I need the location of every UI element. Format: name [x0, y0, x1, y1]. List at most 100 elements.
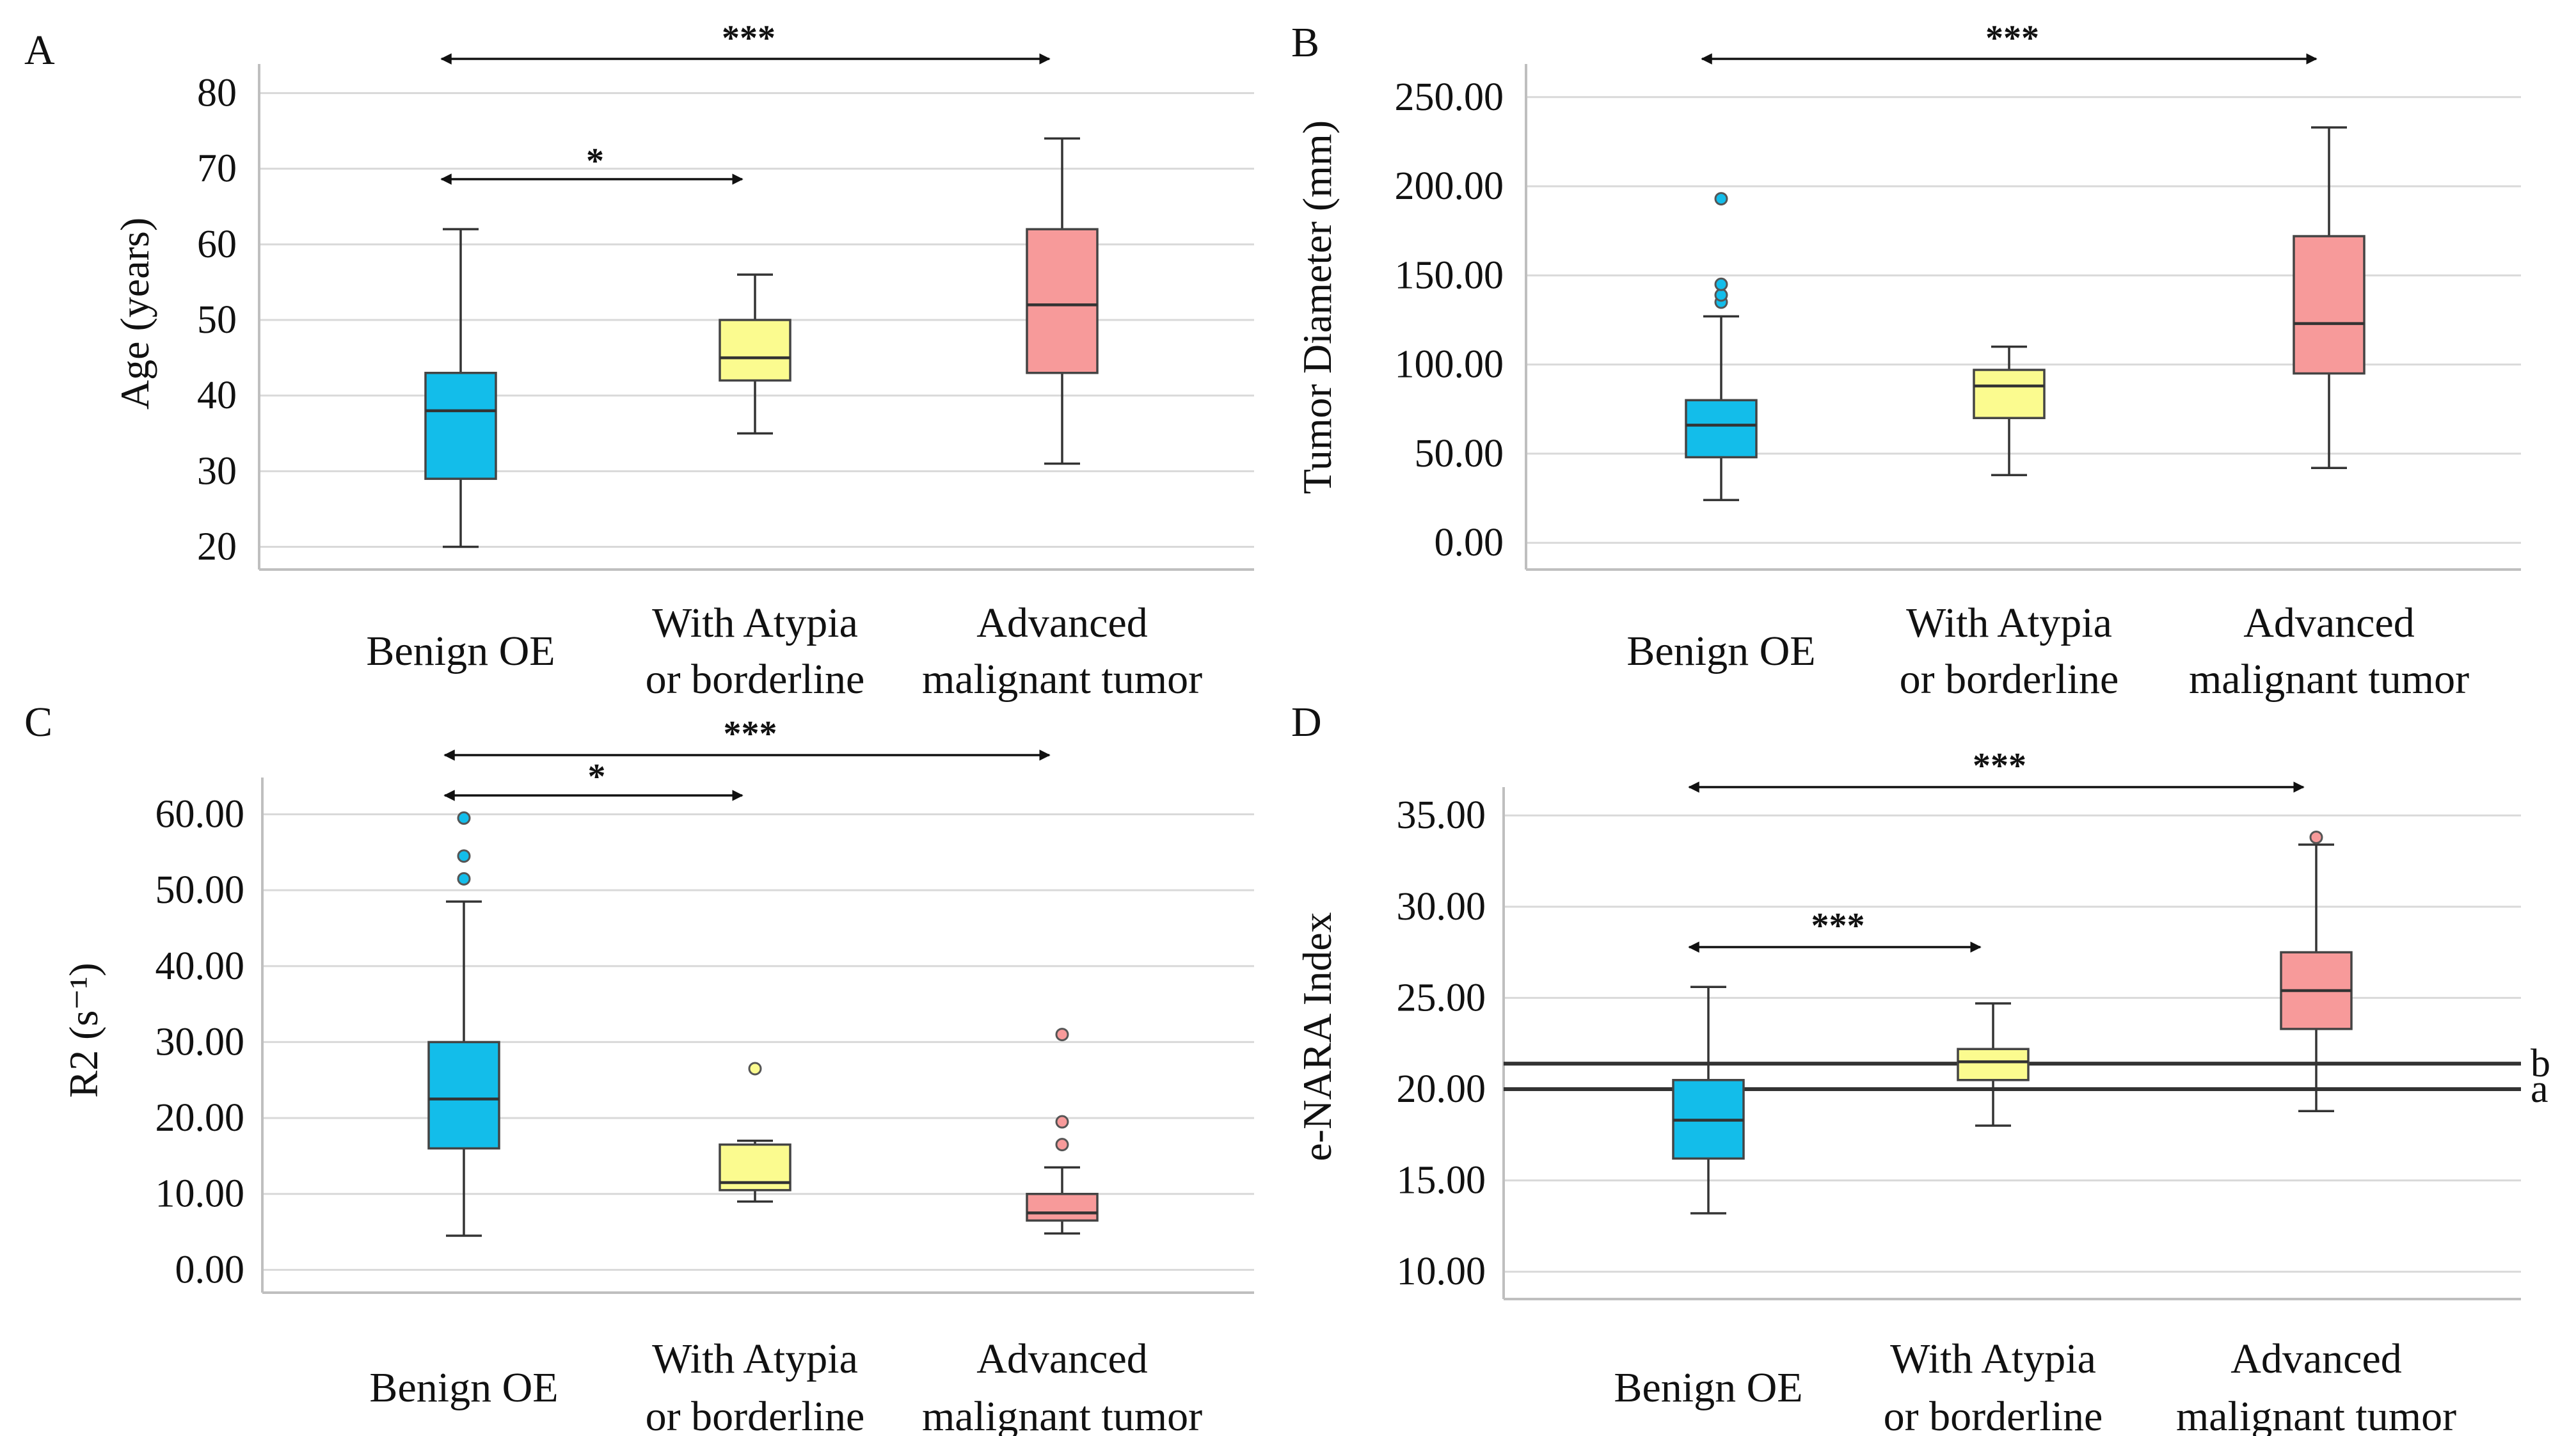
box-iqr [1957, 1048, 2030, 1081]
outlier-point [457, 872, 471, 886]
panel-b-box-1 [1685, 192, 1758, 502]
panel-c-y-axis-label: R2 (s⁻¹) [61, 962, 106, 1097]
panel-b-category-label-line1: With Atypia [1906, 600, 2112, 646]
panel-b-y-tick-label: 250.00 [1395, 76, 1504, 119]
panel-b-y-tick-label: 0.00 [1435, 521, 1504, 564]
panel-a-significance-label: * [586, 141, 604, 181]
panel-c-box-2 [719, 1062, 791, 1203]
box-iqr [719, 319, 791, 382]
panel-a-box-2 [719, 273, 791, 435]
panel-d-y-tick-label: 30.00 [1397, 885, 1486, 929]
panel-a-category-label-line1: Advanced [976, 600, 1148, 646]
panel-a-y-tick-label: 60 [197, 223, 237, 266]
panel-a-category-label-line2: or borderline [646, 656, 865, 703]
panel-c-category-label-line2: malignant tumor [922, 1393, 1202, 1436]
box-iqr [1685, 399, 1758, 459]
outlier-point [457, 849, 471, 863]
panel-c-category-label: Benign OE [369, 1364, 558, 1411]
panel-c-plot: 0.00 10.00 20.00 30.00 40.00 50.00 60.00 Benign… [155, 714, 1254, 1436]
panel-a-category-label: Benign OE [366, 628, 555, 674]
panel-d-box-2 [1957, 1002, 2030, 1127]
box-iqr [1026, 1192, 1099, 1222]
panel-a-y-tick-label: 30 [197, 449, 237, 493]
panel-d-box-1 [1672, 985, 1745, 1215]
panel-d: D e-NARA Index 10.00 15.00 20.00 25.00 30.00… [1291, 699, 2550, 1436]
panel-b-box-2 [1973, 346, 2046, 477]
panel-b-box-3 [2293, 126, 2365, 469]
panel-d-letter: D [1291, 699, 1322, 746]
panel-d-category-label-line2: or borderline [1884, 1393, 2103, 1436]
panel-a-y-tick-label: 70 [197, 147, 237, 191]
panel-b-significance-label: *** [1985, 19, 2039, 58]
panel-a-letter: A [24, 27, 55, 74]
box-iqr [424, 371, 497, 480]
outlier-point [1714, 277, 1728, 291]
panel-c-y-tick-label: 30.00 [155, 1020, 245, 1064]
panel-d-significance-label: *** [1973, 746, 2026, 786]
panel-b-y-axis-label: Tumor Diameter (mm) [1294, 120, 1340, 494]
panel-c-letter: C [24, 699, 52, 746]
outlier-point [1055, 1115, 1069, 1129]
outlier-point [748, 1062, 762, 1076]
outlier-point [1055, 1028, 1069, 1042]
panel-a-y-tick-label: 40 [197, 374, 237, 417]
panel-c-category-label-line1: Advanced [976, 1336, 1148, 1382]
panel-d-y-tick-label: 20.00 [1397, 1067, 1486, 1111]
outlier-point [457, 811, 471, 825]
panel-a-box-1 [424, 228, 497, 548]
panel-b-category-label-line2: or borderline [1900, 656, 2119, 703]
panel-c-y-tick-label: 10.00 [155, 1172, 245, 1216]
panel-c-category-label-line2: or borderline [646, 1393, 865, 1436]
panel-c-box-1 [427, 811, 500, 1237]
panel-d-category-label: Benign OE [1614, 1364, 1802, 1411]
panel-d-category-label-line1: With Atypia [1890, 1336, 2096, 1382]
panel-d-plot: 10.00 15.00 20.00 25.00 30.00 35.00 ba Benign O… [1397, 746, 2551, 1436]
panel-b-category-label: Benign OE [1626, 628, 1815, 674]
box-iqr [1026, 228, 1099, 374]
panel-d-y-tick-label: 35.00 [1397, 794, 1486, 837]
panel-a-box-3 [1026, 137, 1099, 465]
panel-b-category-label-line1: Advanced [2243, 600, 2415, 646]
panel-a: A Age (years) 20 30 40 50 60 70 80 Benign OE Wit… [24, 19, 1254, 703]
panel-c-significance-label: *** [724, 714, 777, 754]
outlier-point [1055, 1138, 1069, 1152]
panel-b-letter: B [1291, 19, 1319, 66]
panel-b-y-tick-label: 50.00 [1415, 432, 1504, 475]
panel-b-y-tick-label: 100.00 [1395, 343, 1504, 387]
panel-c-y-tick-label: 0.00 [175, 1248, 245, 1291]
panel-c-box-3 [1026, 1028, 1099, 1235]
panel-d-reference-label-a: a [2531, 1067, 2548, 1111]
panel-c-y-tick-label: 20.00 [155, 1096, 245, 1140]
panel-b-category-label-line2: malignant tumor [2189, 656, 2469, 703]
panel-a-y-tick-label: 80 [197, 71, 237, 115]
outlier-point [1714, 192, 1728, 206]
panel-c-y-tick-label: 40.00 [155, 945, 245, 988]
panel-c-y-tick-label: 60.00 [155, 792, 245, 836]
panel-c-significance-label: * [588, 757, 606, 797]
panel-d-box-3 [2280, 830, 2353, 1112]
box-iqr [2293, 235, 2365, 375]
panel-b: B Tumor Diameter (mm) 0.00 50.00 100.00 150… [1291, 19, 2521, 703]
panel-b-y-tick-label: 200.00 [1395, 164, 1504, 208]
panel-a-category-label-line1: With Atypia [652, 600, 858, 646]
panel-a-plot: 20 30 40 50 60 70 80 Benign OE With Atypia or bor… [197, 19, 1254, 703]
panel-a-y-axis-label: Age (years) [112, 218, 157, 410]
panel-d-y-tick-label: 15.00 [1397, 1159, 1486, 1202]
panel-a-y-tick-label: 20 [197, 525, 237, 569]
panel-a-significance-label: *** [722, 19, 775, 58]
panel-d-category-label-line2: malignant tumor [2176, 1393, 2456, 1436]
panel-c-y-tick-label: 50.00 [155, 868, 245, 912]
panel-d-category-label-line1: Advanced [2230, 1336, 2402, 1382]
outlier-point [2309, 830, 2323, 844]
panel-b-plot: 0.00 50.00 100.00 150.00 200.00 250.00 Benign … [1395, 19, 2521, 703]
panel-a-y-tick-label: 50 [197, 298, 237, 342]
panel-a-category-label-line2: malignant tumor [922, 656, 1202, 703]
panel-b-y-tick-label: 150.00 [1395, 253, 1504, 297]
panel-c: C R2 (s⁻¹) 0.00 10.00 20.00 30.00 40.00 50.00… [24, 699, 1254, 1436]
box-iqr [1973, 369, 2046, 419]
box-iqr [427, 1041, 500, 1150]
panel-d-y-axis-label: e-NARA Index [1294, 912, 1340, 1161]
panel-d-y-tick-label: 25.00 [1397, 976, 1486, 1019]
panel-d-significance-label: *** [1811, 906, 1865, 946]
